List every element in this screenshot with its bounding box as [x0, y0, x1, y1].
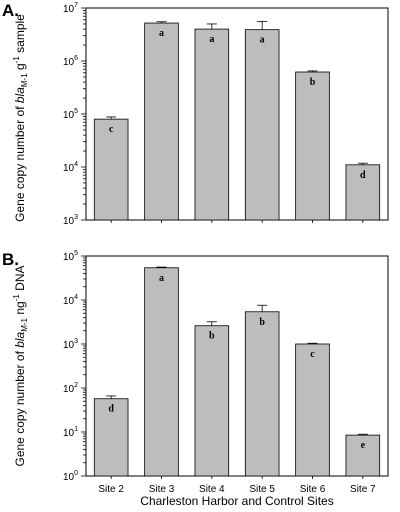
x-tick-label: Site 6: [300, 484, 326, 495]
y-tick-label: 102: [63, 382, 78, 395]
bar: [144, 267, 179, 477]
bar: [244, 29, 280, 221]
y-tick-label: 105: [63, 108, 78, 121]
bar: [244, 311, 280, 477]
y-tick-label: 105: [63, 250, 78, 263]
y-axis-title: Gene copy number of blaM-1 ng-1 DNA: [12, 265, 29, 466]
panel-label: A.: [2, 1, 19, 20]
significance-letter: a: [159, 273, 164, 284]
x-tick-label: Site 3: [149, 484, 175, 495]
significance-letter: d: [360, 170, 366, 181]
y-tick-label: 106: [63, 55, 78, 68]
bar: [295, 71, 330, 221]
plot-frame: [85, 255, 389, 477]
bar: [345, 164, 381, 221]
y-tick-label: 104: [63, 161, 78, 174]
significance-letter: d: [108, 404, 114, 415]
bar: [93, 118, 129, 221]
plot-frame: [85, 7, 389, 221]
significance-letter: a: [209, 34, 214, 45]
significance-letter: a: [260, 35, 265, 46]
x-tick-label: Site 4: [199, 484, 225, 495]
x-axis-title: Charleston Harbor and Control Sites: [140, 494, 333, 508]
panel-label: B.: [2, 250, 19, 269]
y-tick-label: 101: [63, 426, 78, 439]
bar: [194, 28, 230, 221]
x-tick-label: Site 5: [249, 484, 275, 495]
significance-letter: b: [209, 331, 215, 342]
significance-letter: e: [361, 440, 366, 451]
significance-letter: a: [159, 28, 164, 39]
x-tick-label: Site 7: [350, 484, 376, 495]
y-tick-label: 104: [63, 294, 78, 307]
bar: [93, 398, 129, 477]
bar: [144, 22, 179, 221]
chart-panel-b: B. 100 101 102 103 104 105 d Site 2 a Site 3 b Site …: [2, 250, 389, 495]
y-tick-label: 107: [63, 2, 78, 15]
y-tick-label: 103: [63, 338, 78, 351]
bar: [295, 343, 330, 477]
bar: [194, 325, 230, 477]
significance-letter: b: [259, 317, 265, 328]
significance-letter: b: [310, 77, 316, 88]
significance-letter: c: [310, 349, 315, 360]
chart-panel-a: A. 103 104 105 106 107 c a a a b d Gene copy number …: [2, 1, 389, 227]
y-axis-title: Gene copy number of blaM-1 g-1 sample: [12, 14, 29, 222]
y-tick-label: 100: [63, 470, 78, 483]
x-tick-label: Site 2: [98, 484, 124, 495]
y-tick-label: 103: [63, 214, 78, 227]
significance-letter: c: [109, 124, 114, 135]
